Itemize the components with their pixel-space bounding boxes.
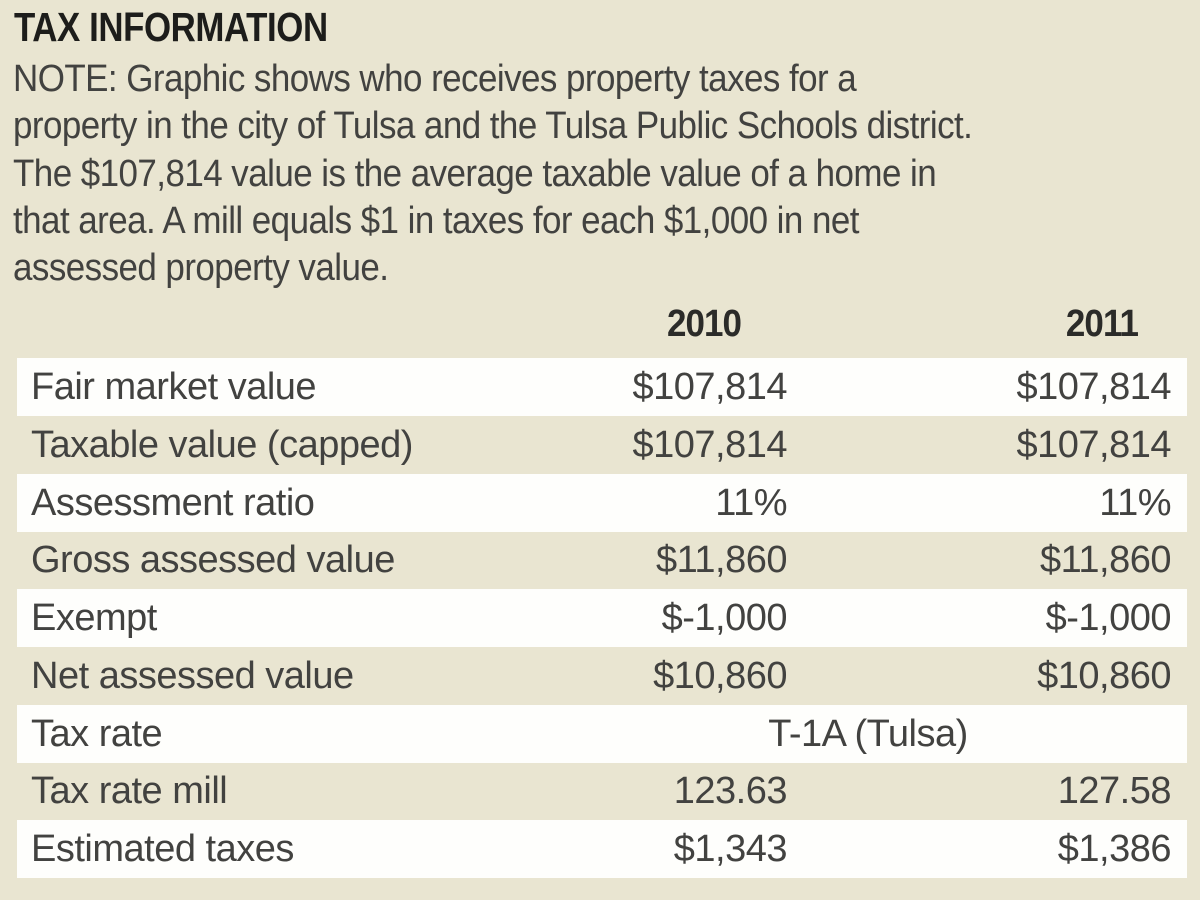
value-2010: $107,814 (632, 424, 788, 466)
graphic-title: TAX INFORMATION (14, 4, 328, 50)
value-2011: $11,860 (1039, 539, 1172, 581)
note-line: NOTE: Graphic shows who receives propert… (13, 58, 857, 100)
note-paragraph: NOTE: Graphic shows who receives propert… (13, 56, 973, 292)
table-row: Tax rate mill 123.63 127.58 (17, 762, 1187, 820)
table-row: Exempt $-1,000 $-1,000 (17, 589, 1187, 647)
table-row-tax-rate: Tax rate T-1A (Tulsa) (17, 705, 1187, 763)
row-label: Fair market value (31, 366, 317, 408)
column-header-2010: 2010 (666, 303, 742, 345)
value-2011: $107,814 (1016, 424, 1172, 466)
note-line: assessed property value. (13, 247, 389, 290)
row-label: Gross assessed value (31, 539, 395, 581)
value-2011: $-1,000 (1045, 597, 1172, 639)
row-label: Assessment ratio (31, 482, 315, 524)
tax-rate-span-value: T-1A (Tulsa) (768, 713, 968, 755)
table-row: Assessment ratio 11% 11% (17, 474, 1187, 532)
table-row: Gross assessed value $11,860 $11,860 (17, 531, 1187, 589)
row-label: Taxable value (capped) (31, 424, 413, 466)
note-line: The $107,814 value is the average taxabl… (13, 152, 937, 195)
table-row: Estimated taxes $1,343 $1,386 (17, 820, 1187, 878)
value-2010: $10,860 (653, 655, 787, 697)
row-label: Estimated taxes (31, 828, 294, 870)
table-row: Fair market value $107,814 $107,814 (17, 358, 1187, 416)
value-2011: 11% (1099, 482, 1171, 524)
value-2011: $1,386 (1057, 828, 1172, 870)
table-row: Net assessed value $10,860 $10,860 (17, 647, 1187, 705)
value-2011: $10,860 (1037, 655, 1171, 697)
table-row: Taxable value (capped) $107,814 $107,814 (17, 416, 1187, 474)
value-2010: 11% (715, 482, 787, 524)
row-label: Tax rate (31, 713, 163, 755)
value-2011: $107,814 (1016, 366, 1172, 408)
value-2010: $11,860 (655, 539, 788, 581)
note-line: property in the city of Tulsa and the Tu… (13, 105, 973, 148)
row-label: Exempt (31, 597, 157, 639)
value-2011: 127.58 (1057, 770, 1172, 812)
value-2010: $107,814 (632, 366, 788, 408)
value-2010: 123.63 (673, 770, 788, 812)
column-header-2011: 2011 (1065, 303, 1139, 345)
value-2010: $1,343 (673, 828, 788, 870)
value-2010: $-1,000 (661, 597, 788, 639)
row-label: Tax rate mill (31, 770, 228, 812)
note-line: that area. A mill equals $1 in taxes for… (13, 199, 859, 242)
row-label: Net assessed value (31, 655, 354, 697)
